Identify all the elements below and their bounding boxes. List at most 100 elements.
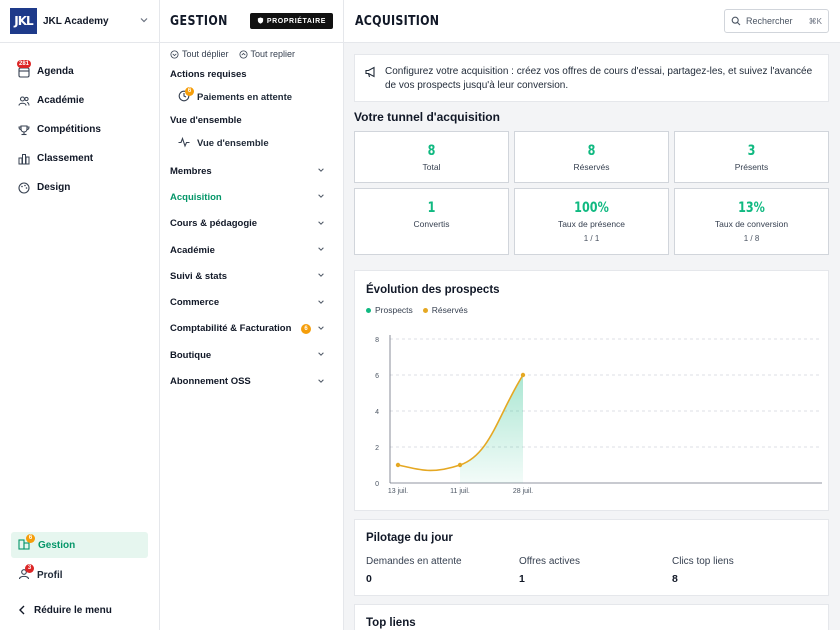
stat-ratio: 1 / 1 — [583, 234, 600, 243]
group-boutique[interactable]: Boutique — [160, 342, 343, 368]
brand-switcher[interactable]: JKL JKL Academy — [0, 0, 159, 43]
stat-label: Taux de présence — [557, 219, 626, 229]
tunnel-title: Votre tunnel d'acquisition — [354, 110, 500, 124]
pilot-label: Offres actives — [519, 556, 580, 567]
nav-item-profil[interactable]: 3 Profil — [0, 561, 159, 590]
users-icon — [18, 95, 30, 107]
owner-label: PROPRIÉTAIRE — [266, 18, 326, 25]
expand-controls: Tout déplier Tout replier — [160, 43, 343, 61]
group-academie[interactable]: Académie — [160, 237, 343, 263]
search-placeholder: Rechercher — [746, 16, 793, 26]
stat-value: 1 — [427, 200, 436, 216]
nav-item-agenda[interactable]: 281 Agenda — [0, 57, 159, 86]
profil-badge: 3 — [25, 564, 34, 573]
actions-section-label: Actions requises — [170, 68, 247, 80]
search-icon — [731, 16, 741, 26]
nav-item-competitions[interactable]: Compétitions — [0, 115, 159, 144]
group-label: Membres — [170, 165, 212, 177]
stat-card-presence-rate: 100% Taux de présence 1 / 1 — [514, 188, 669, 255]
chevron-down-icon — [317, 271, 325, 281]
overview-section-label: Vue d'ensemble — [170, 114, 242, 126]
pilot-top-link-clicks: Clics top liens 8 — [672, 556, 734, 585]
stat-ratio: 1 / 8 — [743, 234, 760, 243]
nav-label: Gestion — [38, 539, 76, 551]
pulse-icon — [178, 136, 190, 151]
academy-logo: JKL — [10, 8, 37, 34]
stat-label: Réservés — [573, 162, 610, 172]
shield-icon — [257, 17, 263, 24]
legend-item-prospects[interactable]: Prospects — [366, 305, 413, 315]
expand-all-button[interactable]: Tout déplier — [170, 49, 229, 59]
nav-item-gestion[interactable]: 6 Gestion — [11, 532, 148, 558]
chevron-left-icon — [18, 605, 26, 615]
group-label: Acquisition — [170, 191, 222, 203]
panel-header: GESTION PROPRIÉTAIRE — [160, 0, 343, 43]
search-shortcut: ⌘K — [808, 16, 822, 26]
pending-payments-item[interactable]: 6 Paiements en attente — [160, 85, 343, 109]
chevron-down-icon — [317, 324, 325, 334]
group-membres[interactable]: Membres — [160, 158, 343, 184]
nav-item-design[interactable]: Design — [0, 173, 159, 202]
pilot-value: 8 — [672, 573, 678, 585]
page-title: ACQUISITION — [355, 13, 440, 29]
pilot-card: Pilotage du jour Demandes en attente 0 O… — [354, 519, 829, 596]
x-tick-label: 13 juil. — [388, 488, 408, 495]
nav-item-academie[interactable]: Académie — [0, 86, 159, 115]
main-nav: 281 Agenda Académie Compétitions Classem… — [0, 43, 159, 202]
stat-label: Convertis — [413, 219, 450, 229]
chevron-down-icon — [317, 166, 325, 176]
legend-item-reserves[interactable]: Réservés — [422, 305, 468, 315]
chart-legend: Prospects Réservés — [366, 305, 468, 315]
top-links-title: Top liens — [366, 617, 416, 629]
stat-label: Présents — [734, 162, 769, 172]
nav-label: Profil — [37, 570, 63, 581]
collapse-all-button[interactable]: Tout replier — [239, 49, 295, 59]
pilot-pending-requests: Demandes en attente 0 — [366, 556, 462, 585]
group-label: Académie — [170, 244, 215, 256]
data-point-reserves — [457, 462, 463, 468]
pilot-active-offers: Offres actives 1 — [519, 556, 580, 585]
sidebar: JKL JKL Academy 281 Agenda Académie Comp… — [0, 0, 160, 630]
group-label: Comptabilité & Facturation — [170, 323, 292, 335]
nav-item-classement[interactable]: Classement — [0, 144, 159, 173]
top-links-card: Top liens — [354, 604, 829, 630]
prospects-chart-card: Évolution des prospects Prospects Réserv… — [354, 270, 829, 511]
prospects-chart: 0 2 4 6 8 13 juil. 11 juil. 28 juil. — [375, 335, 822, 495]
collapse-menu-button[interactable]: Réduire le menu — [0, 590, 159, 630]
group-label: Boutique — [170, 349, 212, 361]
chevron-down-icon — [139, 15, 149, 27]
chart-bars-icon — [18, 153, 30, 165]
stat-label: Taux de conversion — [714, 219, 789, 229]
pending-payments-badge: 6 — [185, 87, 194, 96]
group-suivi-stats[interactable]: Suivi & stats — [160, 263, 343, 289]
group-comptabilite[interactable]: Comptabilité & Facturation 6 — [160, 316, 343, 342]
chevron-down-icon — [317, 245, 325, 255]
chart-title: Évolution des prospects — [366, 284, 500, 296]
pilot-title: Pilotage du jour — [366, 532, 453, 544]
stat-value: 8 — [427, 143, 436, 159]
stat-card-reserves: 8 Réservés — [514, 131, 669, 183]
y-tick-label: 8 — [375, 337, 379, 344]
overview-item[interactable]: Vue d'ensemble — [160, 131, 343, 155]
search-input[interactable]: Rechercher ⌘K — [724, 9, 829, 33]
y-tick-label: 4 — [375, 409, 379, 416]
nav-label: Compétitions — [37, 124, 101, 135]
y-tick-label: 2 — [375, 445, 379, 452]
group-acquisition[interactable]: Acquisition — [160, 184, 343, 210]
stat-value: 100% — [574, 200, 609, 216]
building-icon — [18, 538, 30, 553]
main-content: ACQUISITION Rechercher ⌘K Configurez vot… — [344, 0, 840, 630]
owner-badge: PROPRIÉTAIRE — [249, 13, 333, 29]
nav-label: Classement — [37, 153, 94, 164]
group-abonnement-oss[interactable]: Abonnement OSS — [160, 368, 343, 394]
nav-label: Académie — [37, 95, 85, 106]
group-label: Cours & pédagogie — [170, 218, 258, 230]
group-cours-pedagogie[interactable]: Cours & pédagogie — [160, 211, 343, 237]
chevron-down-icon — [317, 377, 325, 387]
stat-label: Total — [422, 162, 441, 172]
gestion-panel: GESTION PROPRIÉTAIRE Tout déplier Tout r… — [160, 0, 344, 630]
pilot-label: Demandes en attente — [366, 556, 462, 567]
pilot-label: Clics top liens — [672, 556, 734, 567]
group-commerce[interactable]: Commerce — [160, 289, 343, 315]
gestion-badge: 6 — [26, 534, 35, 543]
